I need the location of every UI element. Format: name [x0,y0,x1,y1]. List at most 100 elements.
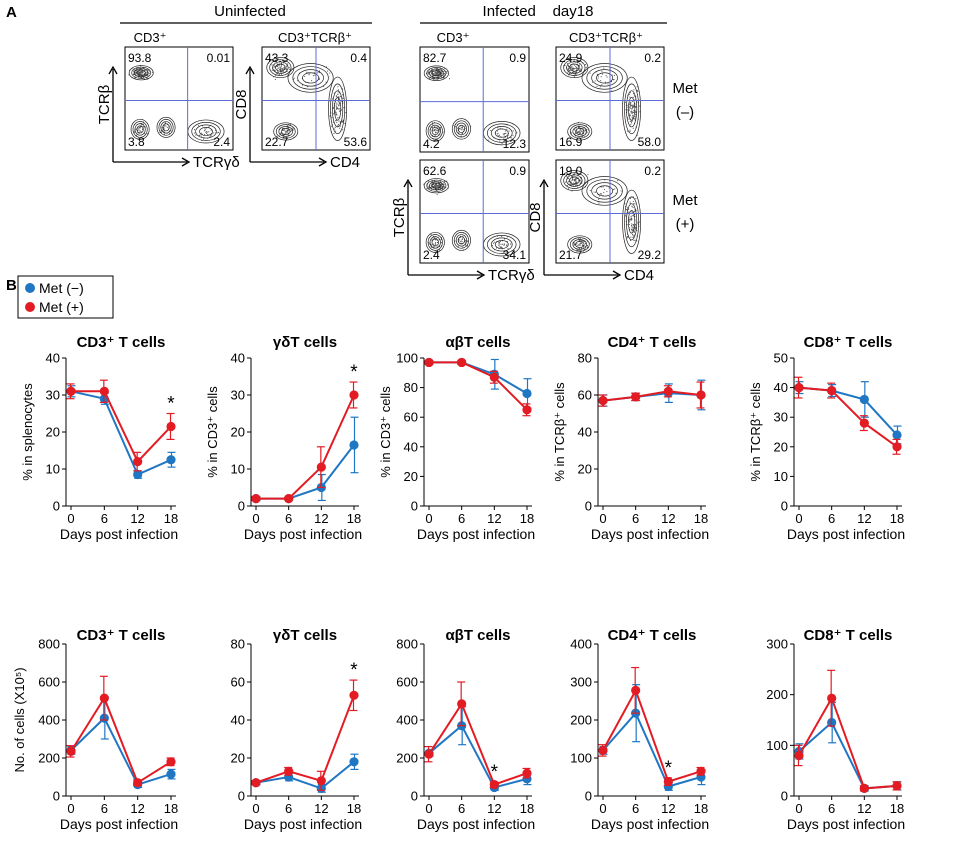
chart-title: αβT cells [445,627,510,644]
data-point [631,685,641,695]
quadrant-value-ul: 82.7 [423,51,447,65]
y-tick-label: 30 [231,388,245,403]
flow-contour [134,123,146,136]
significance-star: * [350,362,358,383]
y-axis-label: CD8 [233,89,250,119]
x-tick-label: 18 [347,801,361,816]
legend-label-met-pos: Met (+) [39,299,84,315]
quadrant-value-ul: 62.6 [423,164,447,178]
x-tick-label: 0 [252,511,259,526]
series-line [602,390,702,402]
series-met-neg [424,706,532,793]
data-point [859,783,869,794]
series-met-pos [598,666,706,787]
significance-star: * [665,758,673,779]
x-tick-label: 6 [285,511,292,526]
flow-contour [132,121,148,138]
y-axis-label: TCRβ [391,197,408,237]
x-axis-title: Days post infection [417,816,535,832]
data-point [794,750,804,761]
series-line [256,394,355,500]
y-axis-title: % in CD3⁺ cells [205,386,220,478]
data-point [457,357,467,368]
y-tick-label: 400 [570,637,592,652]
flow-contour [273,122,299,141]
y-tick-label: 0 [53,499,60,514]
y-tick-label: 300 [766,637,788,652]
y-tick-label: 80 [231,637,245,652]
quadrant-value-ll: 16.9 [559,135,583,149]
chart-title: CD4⁺ T cells [608,334,697,351]
quadrant-value-ul: 93.8 [128,51,152,65]
series-met-neg [251,753,359,794]
series-line [798,720,898,790]
data-point [522,768,532,778]
series-line [256,444,355,500]
y-tick-label: 200 [396,751,418,766]
x-tick-label: 18 [347,511,361,526]
y-tick-label: 300 [570,675,592,690]
quadrant-value-lr: 12.3 [503,137,527,151]
y-tick-label: 30 [46,388,60,403]
x-tick-label: 12 [487,511,501,526]
y-tick-label: 200 [38,751,60,766]
quadrant-value-ul: 43.3 [265,51,289,65]
data-point [166,455,176,465]
data-point [166,769,176,779]
flow-contour [131,66,152,79]
series-met-neg [424,357,532,409]
flow-contour [569,237,590,252]
flow-contour [451,118,471,140]
legend: Met (−) Met (+) [17,275,114,319]
data-point [166,421,176,432]
x-axis-label: TCRγδ [193,154,240,171]
data-point [457,699,467,709]
flow-contour [581,176,628,206]
flow-plot-5: 19.0 0.2 21.7 29.2 CD4 CD8 [527,159,665,284]
data-point [66,746,76,756]
x-axis-arrowhead [181,157,191,167]
flow-contour [596,185,614,197]
data-point [489,372,499,382]
y-tick-label: 30 [774,410,788,425]
chart-title: CD8⁺ T cells [804,334,893,351]
quadrant-value-lr: 58.0 [638,135,662,149]
series-line [798,386,898,436]
data-point [133,457,143,467]
flow-contour [586,66,623,90]
x-tick-label: 6 [285,801,292,816]
x-tick-label: 0 [252,801,259,816]
data-point [859,418,869,428]
flow-contour [569,63,580,72]
legend-swatch-met-neg [25,283,35,293]
y-axis-title: % in TCRβ⁺ cells [748,382,763,482]
data-point [424,749,434,759]
flow-contour [626,203,638,241]
data-point [99,693,109,703]
x-tick-label: 12 [661,511,675,526]
y-tick-label: 200 [570,713,592,728]
data-point [316,776,326,786]
x-tick-label: 6 [632,801,639,816]
y-tick-label: 600 [38,675,60,690]
flow-contour [628,97,636,121]
y-tick-label: 0 [585,789,592,804]
flow-contour [566,61,583,74]
flow-plot-4: 62.6 0.9 2.4 34.1 TCRγδ TCRβ [391,159,535,284]
series-line [70,390,172,476]
flow-contour [490,126,513,141]
flow-contour [429,236,441,249]
flow-contour [591,182,618,200]
series-line [798,386,898,448]
x-axis-arrowhead [476,270,486,280]
flow-plot-2: CD3⁺ 82.7 0.9 4.2 12.3 [419,30,530,153]
series-met-neg [251,416,359,504]
data-point [522,388,532,399]
flow-contour [328,76,348,141]
legend-label-met-neg: Met (−) [39,280,84,296]
flow-contour [560,57,589,79]
